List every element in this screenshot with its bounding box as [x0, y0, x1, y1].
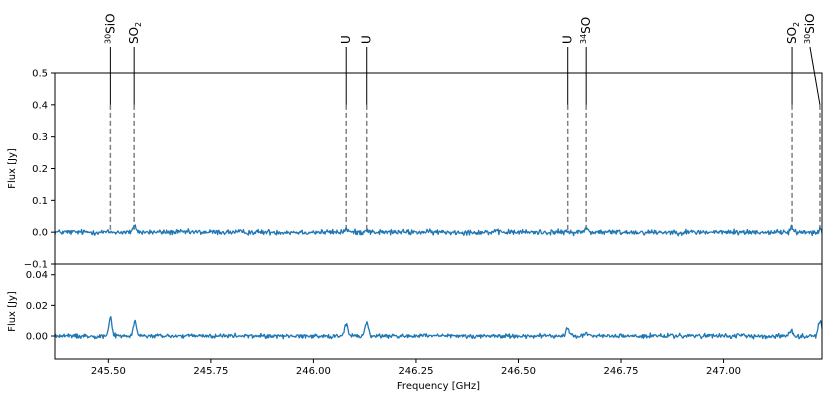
label-main: U [360, 35, 374, 44]
y-tick-label: 0.00 [26, 332, 48, 343]
line-marker-label: U [360, 35, 374, 44]
x-tick-label: 246.50 [501, 366, 536, 377]
x-tick-label: 246.75 [604, 366, 639, 377]
top-spectrum-series [54, 224, 823, 237]
label-subscript: 2 [134, 22, 143, 27]
line-marker-label: SO2 [127, 22, 143, 44]
line-marker-label: 30SiO [803, 13, 817, 44]
x-tick-label: 246.25 [398, 366, 433, 377]
y-tick-label: 0.02 [26, 301, 48, 312]
bottom-y-ticks: 0.00 0.02 0.04 [26, 270, 55, 343]
x-axis-label: Frequency [GHz] [397, 381, 480, 392]
y-tick-label: 0.5 [32, 69, 48, 80]
label-superscript: 34 [579, 34, 588, 44]
label-main: U [339, 35, 353, 44]
x-tick-label: 246.00 [296, 366, 331, 377]
bottom-x-ticks: 245.50 245.75 246.00 246.25 246.50 246.75 247.… [91, 359, 741, 377]
x-tick-label: 245.75 [193, 366, 228, 377]
label-subscript: 2 [792, 22, 801, 27]
y-tick-label: −0.1 [24, 260, 48, 271]
top-spectrum-line [54, 224, 823, 237]
label-main: SiO [103, 13, 117, 33]
y-tick-label: 0.3 [32, 132, 48, 143]
y-tick-label: 0.4 [32, 100, 48, 111]
bottom-spectrum-line [54, 316, 823, 340]
top-y-ticks: −0.1 0.0 0.1 0.2 0.3 0.4 0.5 [24, 69, 55, 271]
bottom-axes-frame [54, 263, 823, 360]
bottom-panel: 0.00 0.02 0.04 245.50 245.75 246.00 246.25 246… [7, 263, 823, 392]
label-main: SO [579, 17, 593, 34]
label-superscript: 30 [103, 34, 112, 44]
line-marker-label: 34SO [579, 17, 593, 44]
x-tick-label: 247.00 [706, 366, 741, 377]
bottom-y-axis-label: Flux [Jy] [7, 291, 18, 332]
top-y-axis-label: Flux [Jy] [7, 148, 18, 189]
label-main: SO [785, 27, 799, 44]
label-main: SO [127, 27, 141, 44]
label-main: SiO [803, 13, 817, 33]
line-marker-label: 30SiO [103, 13, 117, 44]
line-marker-label: SO2 [785, 22, 801, 44]
label-superscript: 30 [803, 34, 812, 44]
line-marker-label: U [561, 35, 575, 44]
bottom-spectrum-series [54, 316, 823, 340]
line-marker-label: U [339, 35, 353, 44]
line-marker-leader [809, 46, 821, 105]
label-main: U [561, 35, 575, 44]
y-tick-label: 0.04 [26, 270, 48, 281]
y-tick-label: 0.2 [32, 164, 48, 175]
x-tick-label: 245.50 [91, 366, 126, 377]
y-tick-label: 0.0 [32, 228, 48, 239]
y-tick-label: 0.1 [32, 196, 48, 207]
